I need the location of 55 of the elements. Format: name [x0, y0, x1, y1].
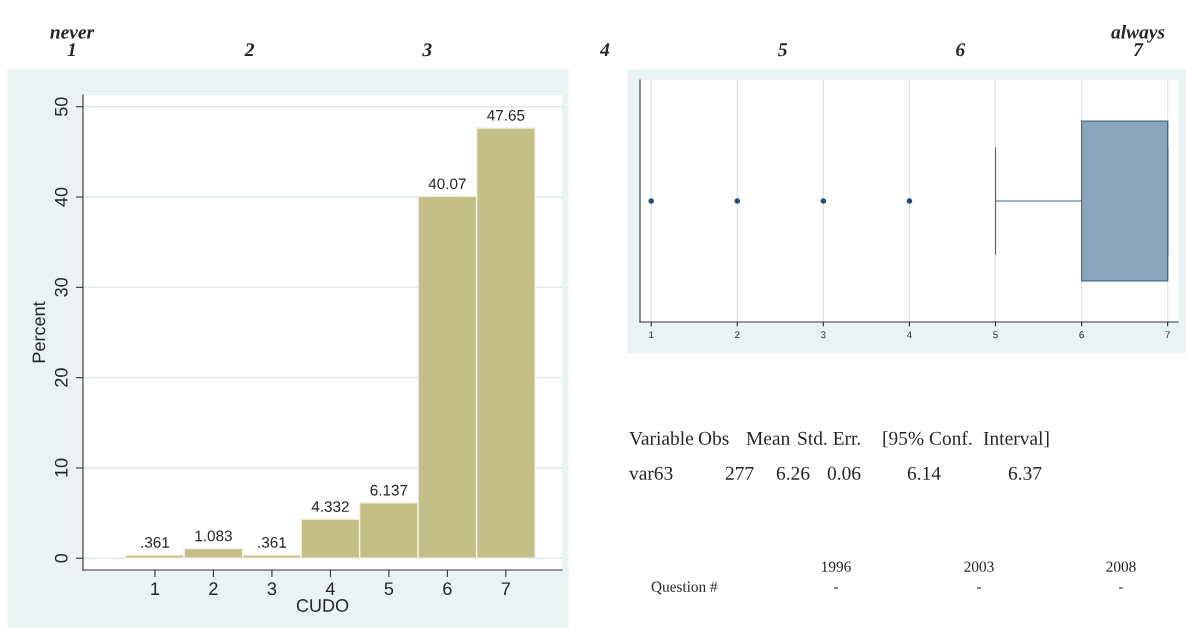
x2-tick-label: 5	[778, 43, 788, 57]
data-label: .361	[258, 537, 287, 548]
text: 6.37	[1008, 466, 1042, 480]
category-label: [95% Conf.	[883, 430, 972, 448]
text: var63	[629, 466, 673, 480]
x-tick-label: 2	[735, 331, 740, 339]
category-label: Obs	[698, 431, 729, 445]
category-label: 1996	[822, 561, 851, 572]
text: 277	[725, 466, 754, 480]
x-tick-label: 5	[384, 582, 394, 596]
x-tick-label: 6	[443, 582, 452, 596]
data-label: .361	[141, 537, 170, 548]
category-label: Interval]	[983, 431, 1049, 448]
y-tick-label: 40	[54, 187, 68, 207]
category-label: Variable	[629, 431, 694, 445]
x-tick-label: 7	[501, 582, 510, 595]
x2-tick-label: 6	[956, 43, 966, 57]
x-tick-label: 6	[1079, 331, 1084, 339]
x-axis-title: CUDO	[296, 599, 349, 612]
y-tick-label: 50	[54, 97, 68, 117]
x2-tick-label: always 7	[1111, 24, 1165, 57]
x2-tick-label: 2	[244, 43, 255, 57]
category-label: 2003	[964, 561, 994, 572]
x-tick-label: 7	[1165, 331, 1170, 339]
y-tick-label: 30	[54, 278, 68, 297]
data-label: 47.65	[487, 109, 525, 121]
category-label: 2008	[1106, 561, 1136, 572]
text: 6.26	[776, 466, 810, 480]
text: -	[977, 587, 981, 589]
data-label: 40.07	[428, 178, 466, 190]
x-tick-label: 1	[151, 582, 160, 595]
x-tick-label: 3	[267, 582, 277, 596]
category-label: Std. Err.	[798, 431, 860, 445]
x2-tick-label: 4	[599, 43, 610, 57]
y-tick-label: 10	[54, 458, 68, 477]
data-label: 6.137	[370, 484, 408, 496]
x-tick-label: 2	[209, 582, 218, 595]
y-axis-title: Percent	[32, 301, 46, 363]
x-tick-label: 4	[906, 331, 912, 339]
x-tick-label: 5	[993, 331, 998, 339]
data-label: 1.083	[195, 530, 232, 542]
y-tick-label: 20	[54, 368, 68, 387]
text: -	[834, 587, 838, 589]
category-label: Mean	[746, 431, 790, 445]
text: 6.14	[907, 466, 941, 480]
x-tick-label: 4	[325, 582, 335, 595]
text: Question #	[651, 581, 718, 595]
x-tick-label: 1	[649, 331, 654, 339]
text: -	[1119, 587, 1123, 589]
text: 0.06	[827, 466, 861, 480]
x2-tick-label: never 1	[50, 29, 95, 57]
data-label: 4.332	[311, 501, 349, 512]
y-tick-label: 0	[54, 553, 68, 563]
x2-tick-label: 3	[422, 43, 432, 57]
x-tick-label: 3	[821, 331, 826, 339]
